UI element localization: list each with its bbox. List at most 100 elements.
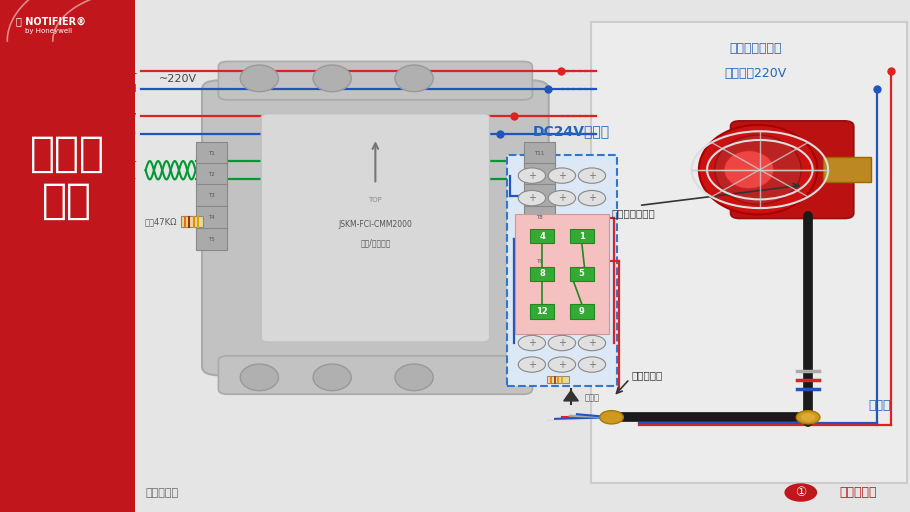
Text: +: + [558, 338, 566, 348]
Circle shape [784, 483, 817, 502]
Text: +: + [558, 359, 566, 370]
FancyBboxPatch shape [507, 155, 617, 386]
Ellipse shape [395, 65, 433, 92]
Ellipse shape [724, 151, 774, 189]
Text: +: + [528, 338, 536, 348]
Ellipse shape [313, 364, 351, 391]
FancyBboxPatch shape [181, 216, 203, 227]
Text: T7: T7 [536, 237, 543, 242]
Text: 12: 12 [536, 307, 548, 316]
Circle shape [579, 190, 606, 206]
Ellipse shape [313, 65, 351, 92]
Circle shape [796, 411, 820, 424]
FancyBboxPatch shape [531, 229, 554, 243]
Text: +: + [528, 170, 536, 181]
FancyBboxPatch shape [196, 163, 227, 185]
FancyBboxPatch shape [570, 229, 593, 243]
FancyBboxPatch shape [218, 356, 532, 394]
Text: 防爆区: 防爆区 [868, 399, 891, 412]
FancyBboxPatch shape [524, 228, 555, 250]
Text: L: L [131, 66, 136, 76]
Text: ~220V: ~220V [159, 74, 197, 84]
FancyBboxPatch shape [524, 163, 555, 185]
Circle shape [600, 411, 623, 424]
Text: TOP: TOP [369, 197, 382, 203]
Text: T6: T6 [536, 259, 543, 264]
Text: 二极管: 二极管 [585, 394, 600, 403]
Text: N: N [128, 84, 136, 94]
Circle shape [579, 357, 606, 372]
Text: Ⓝ NOTIFIER®: Ⓝ NOTIFIER® [16, 16, 86, 27]
Text: +: + [558, 193, 566, 203]
FancyBboxPatch shape [531, 305, 554, 319]
FancyBboxPatch shape [196, 184, 227, 207]
Circle shape [549, 168, 576, 183]
FancyBboxPatch shape [570, 305, 593, 319]
FancyBboxPatch shape [196, 206, 227, 229]
Text: +: + [588, 193, 596, 203]
Text: ①: ① [795, 486, 806, 499]
FancyBboxPatch shape [548, 376, 570, 383]
Polygon shape [564, 391, 579, 401]
Text: 防爆挠性连接管: 防爆挠性连接管 [612, 208, 655, 218]
Circle shape [549, 190, 576, 206]
Text: +: + [588, 338, 596, 348]
Text: 4: 4 [539, 232, 545, 241]
Ellipse shape [699, 125, 817, 215]
Ellipse shape [240, 364, 278, 391]
Text: 1: 1 [579, 232, 585, 241]
Text: 电阶47KΩ: 电阶47KΩ [145, 217, 177, 226]
Text: 鸣谢：表哥: 鸣谢：表哥 [146, 487, 178, 498]
Text: T5: T5 [207, 237, 215, 242]
Text: +: + [588, 359, 596, 370]
Text: 消防百事通: 消防百事通 [839, 486, 876, 499]
FancyBboxPatch shape [196, 142, 227, 165]
Text: -: - [133, 156, 136, 166]
Text: 配合继
电器: 配合继 电器 [30, 133, 105, 222]
FancyBboxPatch shape [524, 206, 555, 229]
Circle shape [518, 335, 545, 351]
Text: +: + [588, 170, 596, 181]
Circle shape [549, 357, 576, 372]
Circle shape [579, 335, 606, 351]
FancyBboxPatch shape [196, 228, 227, 250]
FancyBboxPatch shape [570, 267, 593, 281]
Text: 5: 5 [579, 269, 585, 279]
Text: +: + [528, 359, 536, 370]
Text: 24v: 24v [117, 111, 136, 121]
Text: T8: T8 [536, 215, 543, 220]
Text: T4: T4 [207, 215, 215, 220]
FancyBboxPatch shape [524, 142, 555, 165]
Circle shape [801, 413, 815, 421]
FancyBboxPatch shape [531, 267, 554, 281]
Circle shape [518, 190, 545, 206]
Text: T2: T2 [207, 172, 215, 177]
FancyBboxPatch shape [218, 61, 532, 100]
Text: T10: T10 [534, 172, 545, 177]
Text: +: + [128, 174, 136, 184]
Text: T9: T9 [536, 193, 543, 198]
Text: 防爆声光警报器: 防爆声光警报器 [729, 42, 782, 55]
Text: 工作电压220V: 工作电压220V [724, 67, 786, 79]
Text: by Honeywell: by Honeywell [25, 28, 73, 34]
Text: JSKM-FCI-CMM2000: JSKM-FCI-CMM2000 [339, 220, 412, 229]
FancyBboxPatch shape [524, 184, 555, 207]
Text: T11: T11 [534, 151, 545, 156]
Text: 刷防火涂料: 刷防火涂料 [632, 370, 662, 380]
FancyBboxPatch shape [591, 22, 907, 483]
Circle shape [549, 335, 576, 351]
Text: 8: 8 [540, 269, 545, 279]
Text: T1: T1 [207, 151, 215, 156]
Text: DC24V继电器: DC24V继电器 [532, 124, 610, 138]
Circle shape [579, 168, 606, 183]
FancyBboxPatch shape [823, 157, 871, 182]
Text: 9: 9 [579, 307, 584, 316]
FancyBboxPatch shape [515, 214, 609, 334]
FancyBboxPatch shape [731, 121, 854, 218]
FancyBboxPatch shape [202, 80, 549, 375]
Ellipse shape [395, 364, 433, 391]
Ellipse shape [240, 65, 278, 92]
Bar [0, 0, 135, 512]
Circle shape [518, 357, 545, 372]
Circle shape [518, 168, 545, 183]
